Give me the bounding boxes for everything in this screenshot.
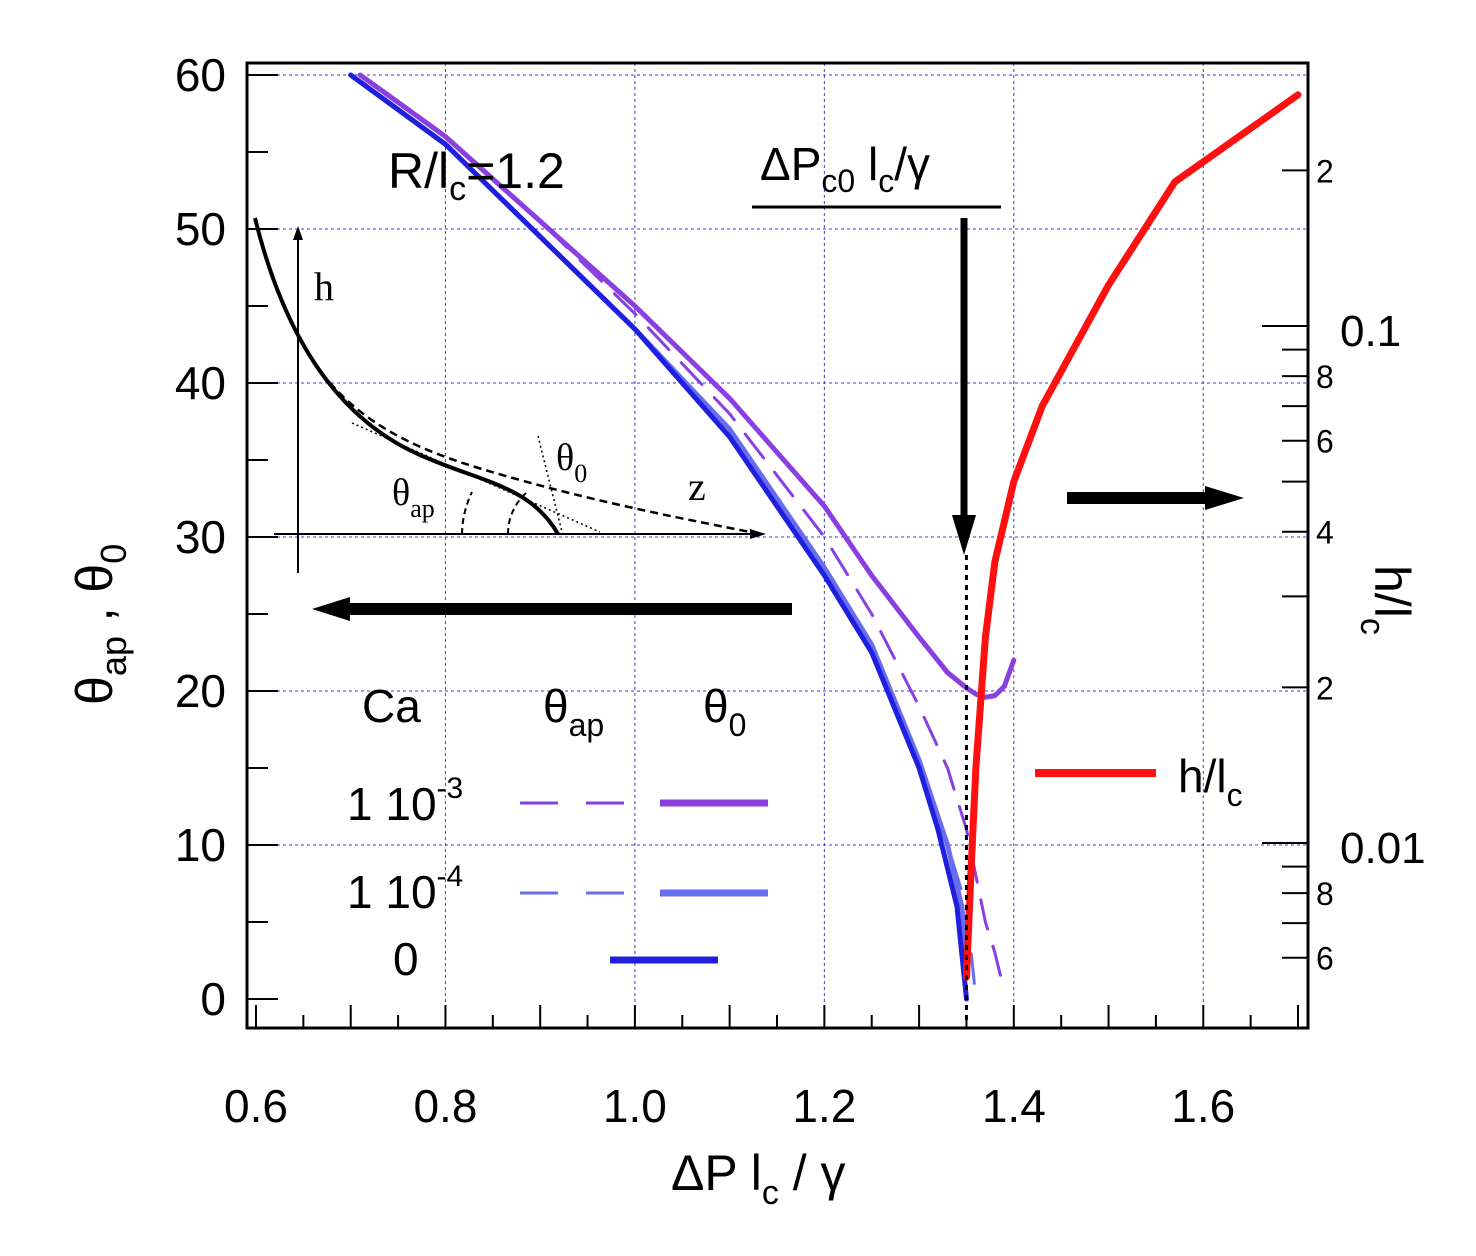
x-tick-label: 0.6 — [224, 1080, 288, 1132]
inset-tangent-ap — [351, 422, 601, 533]
inset-z-arrowhead — [750, 529, 766, 539]
inset-meniscus-dashed — [298, 339, 756, 535]
legend-row1-ca: 1 10-3 — [347, 772, 463, 830]
y-right-minor-label: 8 — [1316, 876, 1334, 912]
y-left-tick-label: 30 — [175, 511, 226, 563]
legend-row3-ca: 0 — [393, 933, 419, 985]
series-line-1 — [358, 73, 1006, 993]
y-axis-left: 0 10 20 30 40 50 60 — [175, 49, 278, 1025]
legend: Ca θap θ0 1 10-3 1 10-4 0 h/lc — [347, 680, 1243, 985]
x-tick-label: 1.6 — [1171, 1080, 1235, 1132]
y-right-minor-label: 6 — [1316, 424, 1334, 460]
y-left-tick-label: 20 — [175, 665, 226, 717]
critical-arrow-head — [952, 515, 976, 555]
x-tick-label: 1.4 — [982, 1080, 1046, 1132]
series-line-5 — [963, 91, 1302, 981]
critical-label: ΔPc0 lc/γ — [760, 138, 930, 199]
legend-header-ca: Ca — [362, 680, 421, 732]
series-line-4 — [348, 72, 969, 1002]
inset-meniscus-solid — [253, 217, 560, 535]
y-axis-label-right: h/lc — [1353, 565, 1420, 635]
y-left-tick-label: 50 — [175, 203, 226, 255]
inset-theta-0-label: θ0 — [556, 437, 587, 488]
inset-arc-0 — [506, 492, 527, 535]
inset-tangent-0 — [537, 435, 563, 533]
y-axis-right: 0.1 0.01 2 4 6 8 6 8 2 — [1262, 153, 1426, 977]
inset-h-arrowhead — [293, 226, 303, 240]
legend-row2-ca: 1 10-4 — [347, 860, 463, 918]
chart-title: R/lc=1.2 — [388, 143, 565, 208]
x-tick-label: 1.2 — [792, 1080, 856, 1132]
y-left-tick-label: 10 — [175, 819, 226, 871]
y-right-major-label: 0.1 — [1340, 307, 1401, 356]
x-axis-label: ΔP lc / γ — [671, 1145, 846, 1212]
y-right-minor-label: 2 — [1316, 670, 1334, 706]
y-right-major-label: 0.01 — [1340, 824, 1426, 873]
y-axis-label-left: θap , θ0 — [66, 544, 134, 705]
y-left-tick-label: 0 — [200, 973, 226, 1025]
y-right-minor-label: 2 — [1316, 153, 1334, 189]
y-right-minor-label: 4 — [1316, 515, 1334, 551]
x-tick-label: 1.0 — [603, 1080, 667, 1132]
left-axis-arrow-head — [312, 597, 350, 621]
x-tick-label: 0.8 — [413, 1080, 477, 1132]
y-right-minor-label: 6 — [1316, 941, 1334, 977]
inset-sketch: h z θap θ0 — [253, 217, 766, 573]
legend-header-theta-0: θ0 — [703, 680, 746, 743]
inset-arc-ap — [461, 491, 473, 535]
legend-h-label: h/lc — [1178, 750, 1243, 813]
inset-z-label: z — [688, 464, 706, 509]
series-group — [348, 72, 1302, 1002]
y-left-tick-label: 40 — [175, 357, 226, 409]
series-line-0 — [357, 72, 1017, 700]
inset-h-label: h — [314, 264, 334, 309]
x-axis: 0.6 0.8 1.0 1.2 1.4 1.6 — [224, 1005, 1299, 1132]
legend-header-theta-ap: θap — [543, 680, 604, 743]
grid — [247, 63, 1308, 1028]
y-right-minor-label: 8 — [1316, 359, 1334, 395]
y-left-tick-label: 60 — [175, 49, 226, 101]
right-axis-arrow-head — [1205, 486, 1244, 510]
inset-theta-ap-label: θap — [392, 472, 435, 523]
